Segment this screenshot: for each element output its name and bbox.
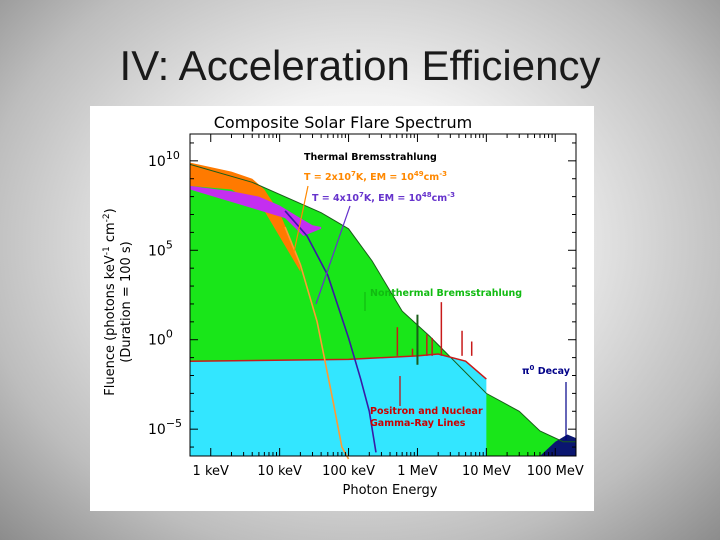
y-axis-label-text: Fluence (photons keV [103,255,118,396]
area-positron-and-nuclear-gamma-ray-lines [190,354,487,456]
arrow-thermal-4e7 [315,205,351,305]
t2-b: K, EM = 10 [364,193,422,204]
annotations: Thermal Bremsstrahlung T = 2x107K, EM = … [304,152,571,429]
t2-sup: 7 [359,191,364,199]
x-tick-label: 10 keV [257,464,302,479]
annotation-nonthermal: Nonthermal Bremsstrahlung [370,288,522,299]
x-tick-label: 1 keV [193,464,229,479]
y-tick-label: 10−5 [148,417,182,438]
axis-ticks [190,134,577,456]
annotation-positron-2: Gamma-Ray Lines [370,418,466,429]
y-tick-label: 105 [148,238,173,259]
x-axis-label: Photon Energy [343,483,438,498]
y-axis-label-sup2: -2 [102,213,112,222]
annotation-pion: π0 Decay [522,364,571,377]
x-tick-label: 10 MeV [462,464,511,479]
area-thermal-t-2x10-7-k [190,162,301,272]
slide-title: IV: Acceleration Efficiency [119,42,601,89]
y-tick-base: 10 [148,422,166,438]
y-axis-label-cm: cm [103,222,118,246]
y-axis-label-sup: -1 [102,246,112,255]
gamma-ray-lines [189,302,487,380]
area-pi0-decay [539,434,576,456]
y-axis-label-duration: (Duration = 100 s) [119,241,134,362]
x-tick-label: 100 keV [322,464,375,479]
annotation-thermal-heading: Thermal Bremsstrahlung [304,152,437,163]
area-thermal-t-4x10-7-k [190,185,322,236]
svg-text:Fluence (photons keV-1 cm-2): Fluence (photons keV-1 cm-2) [102,208,118,396]
spectrum-areas [189,162,576,456]
annotation-positron-1: Positron and Nuclear [370,406,483,417]
t2-sup3: -3 [447,191,455,199]
thermal-curve-0 [284,226,350,460]
t2-c: cm [432,193,448,204]
t2-sup2: 48 [422,191,432,199]
thermal-curve-1 [284,210,377,453]
y-axis-label-close: ) [103,208,118,213]
spectrum-chart: Composite Solar Flare Spectrum 101010510… [102,113,584,498]
annotation-arrows [293,185,567,440]
t2-a: T = 4x10 [312,193,359,204]
x-tick-label: 100 MeV [527,464,584,479]
chart-title: Composite Solar Flare Spectrum [214,113,472,132]
plot-frame [189,133,577,457]
pion-sup: 0 [530,364,535,372]
t1-sup3: -3 [439,170,447,178]
spectrum-figure: Composite Solar Flare Spectrum 1010 105 10… [90,106,594,511]
x-tick-label: 1 MeV [397,464,438,479]
nonthermal-edge [189,163,576,443]
t1-b: K, EM = 10 [356,172,414,183]
y-tick-exponent: 5 [166,238,173,251]
positron-edge [189,353,487,380]
y-tick-exponent: 0 [166,328,173,341]
annotation-thermal-2e7: T = 2x107K, EM = 1049cm-3 [304,170,447,183]
y-tick-exponent: 10 [166,149,180,162]
t1-a: T = 2x10 [304,172,351,183]
y-tick-base: 10 [148,333,166,349]
y-tick-base: 10 [148,243,166,259]
t1-c: cm [424,172,440,183]
thermal-curves [284,210,377,460]
pion-b: Decay [534,366,570,377]
arrow-thermal-2e7 [293,185,309,253]
y-tick-label: 100 [148,328,173,349]
annotation-thermal-4e7: T = 4x107K, EM = 1048cm-3 [312,191,455,204]
y-tick-exponent: −5 [166,417,182,430]
y-tick-label: 1010 [148,149,180,170]
y-tick-base: 10 [148,154,166,170]
t1-sup2: 49 [414,170,424,178]
pion-a: π [522,366,530,377]
t1-sup: 7 [351,170,356,178]
x-tick-labels: 1 keV 10 keV 100 keV 1 MeV 10 MeV 100 MeV [193,464,584,479]
y-axis-label: Fluence (photons keV-1 cm-2) (Duration =… [102,208,134,396]
